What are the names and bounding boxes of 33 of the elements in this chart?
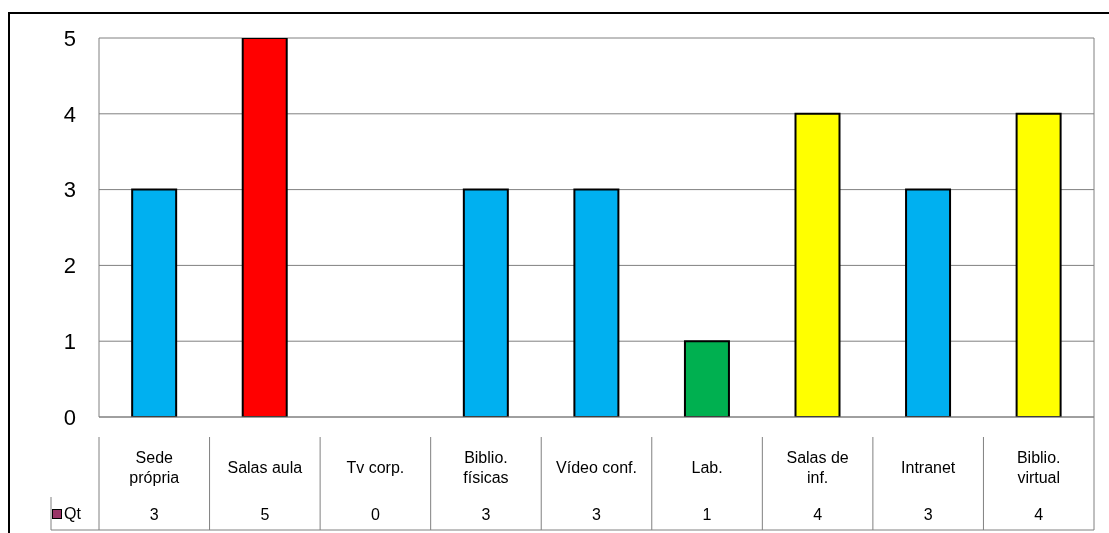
x-tick-label: Tv corp. <box>346 458 405 476</box>
data-label: 1 <box>702 505 712 523</box>
x-tick-label: Salas de inf. <box>786 448 849 486</box>
data-label: 4 <box>1034 505 1044 523</box>
x-tick-label: Intranet <box>901 458 956 476</box>
x-tick-label: Biblio. virtual <box>1016 448 1061 486</box>
bar <box>683 340 730 417</box>
y-tick-label: 3 <box>63 177 76 203</box>
y-tick-label: 0 <box>63 404 76 430</box>
bar <box>131 188 178 417</box>
data-label: 3 <box>481 505 491 523</box>
bar <box>1015 112 1062 417</box>
bar <box>573 188 620 417</box>
y-tick-label: 5 <box>63 25 76 51</box>
x-tick-label: Lab. <box>691 458 723 476</box>
bar <box>241 38 288 417</box>
data-label: 3 <box>923 505 933 523</box>
text: Qt <box>64 505 81 523</box>
x-tick-label: Biblio. físicas <box>463 448 509 486</box>
x-tick-label: Vídeo conf. <box>556 458 637 476</box>
y-tick-label: 4 <box>63 101 76 127</box>
bar <box>794 112 841 417</box>
x-tick-label: Salas aula <box>227 458 303 476</box>
bar <box>905 188 952 417</box>
data-label: 5 <box>260 505 270 523</box>
data-label: 3 <box>592 505 602 523</box>
bar <box>462 188 509 417</box>
y-tick-label: 1 <box>63 329 76 355</box>
data-label: 3 <box>149 505 159 523</box>
data-label: 0 <box>370 505 380 523</box>
y-tick-label: 2 <box>63 253 76 279</box>
x-tick-label: Sede própria <box>129 448 180 486</box>
data-label: 4 <box>813 505 823 523</box>
